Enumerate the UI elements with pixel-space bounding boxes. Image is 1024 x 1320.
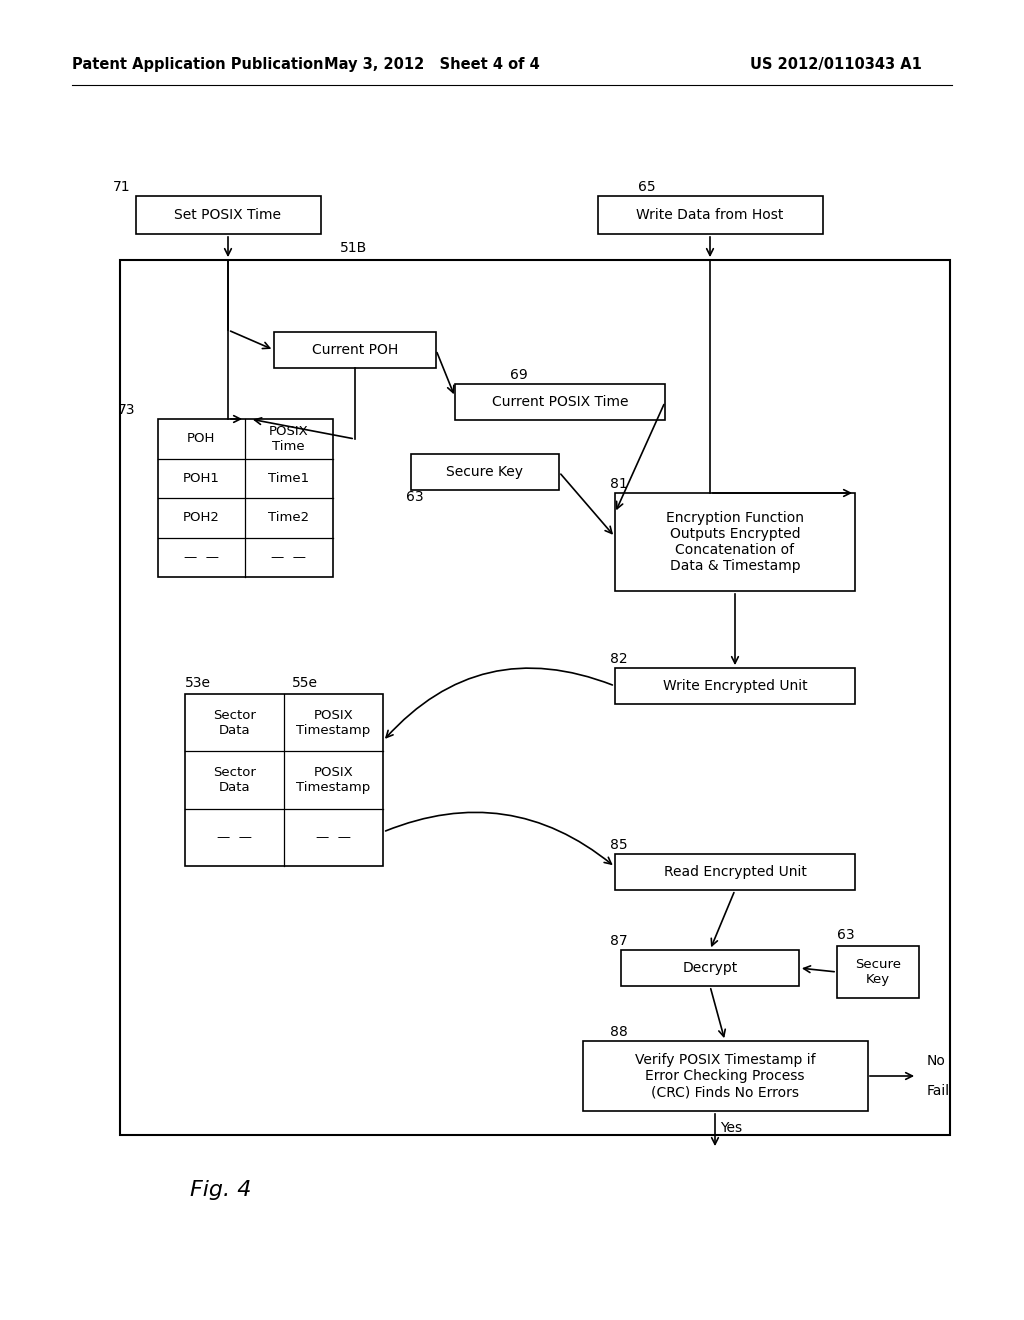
Bar xyxy=(120,260,950,1135)
Bar xyxy=(837,946,919,998)
Text: 81: 81 xyxy=(610,477,628,491)
Text: No: No xyxy=(927,1053,946,1068)
Text: May 3, 2012   Sheet 4 of 4: May 3, 2012 Sheet 4 of 4 xyxy=(325,58,540,73)
Text: 65: 65 xyxy=(638,180,655,194)
Text: POSIX
Timestamp: POSIX Timestamp xyxy=(296,766,371,795)
Text: 82: 82 xyxy=(610,652,628,667)
Text: Read Encrypted Unit: Read Encrypted Unit xyxy=(664,865,807,879)
Text: POH1: POH1 xyxy=(183,471,220,484)
Bar xyxy=(597,195,822,234)
Text: POSIX
Time: POSIX Time xyxy=(269,425,308,453)
Text: POSIX
Timestamp: POSIX Timestamp xyxy=(296,709,371,737)
Bar xyxy=(615,854,855,890)
Text: 88: 88 xyxy=(610,1026,628,1039)
Text: —  —: — — xyxy=(183,550,219,564)
Text: Fig. 4: Fig. 4 xyxy=(190,1180,251,1200)
Text: Verify POSIX Timestamp if
Error Checking Process
(CRC) Finds No Errors: Verify POSIX Timestamp if Error Checking… xyxy=(635,1053,815,1100)
Text: 87: 87 xyxy=(610,935,628,948)
Text: 63: 63 xyxy=(406,490,424,504)
Bar xyxy=(615,492,855,591)
Text: Write Encrypted Unit: Write Encrypted Unit xyxy=(663,678,807,693)
Bar xyxy=(185,694,383,866)
Text: 85: 85 xyxy=(610,838,628,851)
Text: 71: 71 xyxy=(114,180,131,194)
Text: Set POSIX Time: Set POSIX Time xyxy=(174,209,282,222)
Text: Patent Application Publication: Patent Application Publication xyxy=(72,58,324,73)
Text: —  —: — — xyxy=(316,830,351,843)
Text: Encryption Function
Outputs Encrypted
Concatenation of
Data & Timestamp: Encryption Function Outputs Encrypted Co… xyxy=(666,511,804,573)
Text: Decrypt: Decrypt xyxy=(682,961,737,975)
Text: US 2012/0110343 A1: US 2012/0110343 A1 xyxy=(750,58,922,73)
Text: Yes: Yes xyxy=(720,1121,742,1135)
Bar xyxy=(621,950,799,986)
Text: Secure
Key: Secure Key xyxy=(855,958,901,986)
Text: POH: POH xyxy=(187,432,215,445)
Text: Secure Key: Secure Key xyxy=(446,465,523,479)
Text: 55e: 55e xyxy=(292,676,318,690)
Bar xyxy=(158,418,333,577)
Text: 73: 73 xyxy=(118,403,135,417)
Bar xyxy=(455,384,665,420)
Text: POH2: POH2 xyxy=(183,511,220,524)
Bar xyxy=(583,1041,867,1111)
Bar xyxy=(615,668,855,704)
Text: Current POH: Current POH xyxy=(312,343,398,356)
Text: —  —: — — xyxy=(271,550,306,564)
Text: —  —: — — xyxy=(217,830,252,843)
Text: Time2: Time2 xyxy=(268,511,309,524)
Text: 63: 63 xyxy=(837,928,855,942)
Text: Write Data from Host: Write Data from Host xyxy=(636,209,783,222)
Text: Fail: Fail xyxy=(927,1084,950,1098)
Text: Sector
Data: Sector Data xyxy=(213,709,256,737)
Text: Time1: Time1 xyxy=(268,471,309,484)
Bar xyxy=(135,195,321,234)
Text: 51B: 51B xyxy=(340,242,368,255)
Text: 53e: 53e xyxy=(185,676,211,690)
Text: 69: 69 xyxy=(510,368,527,381)
Text: Current POSIX Time: Current POSIX Time xyxy=(492,395,629,409)
Bar xyxy=(274,333,436,368)
Bar xyxy=(411,454,559,490)
Text: Sector
Data: Sector Data xyxy=(213,766,256,795)
